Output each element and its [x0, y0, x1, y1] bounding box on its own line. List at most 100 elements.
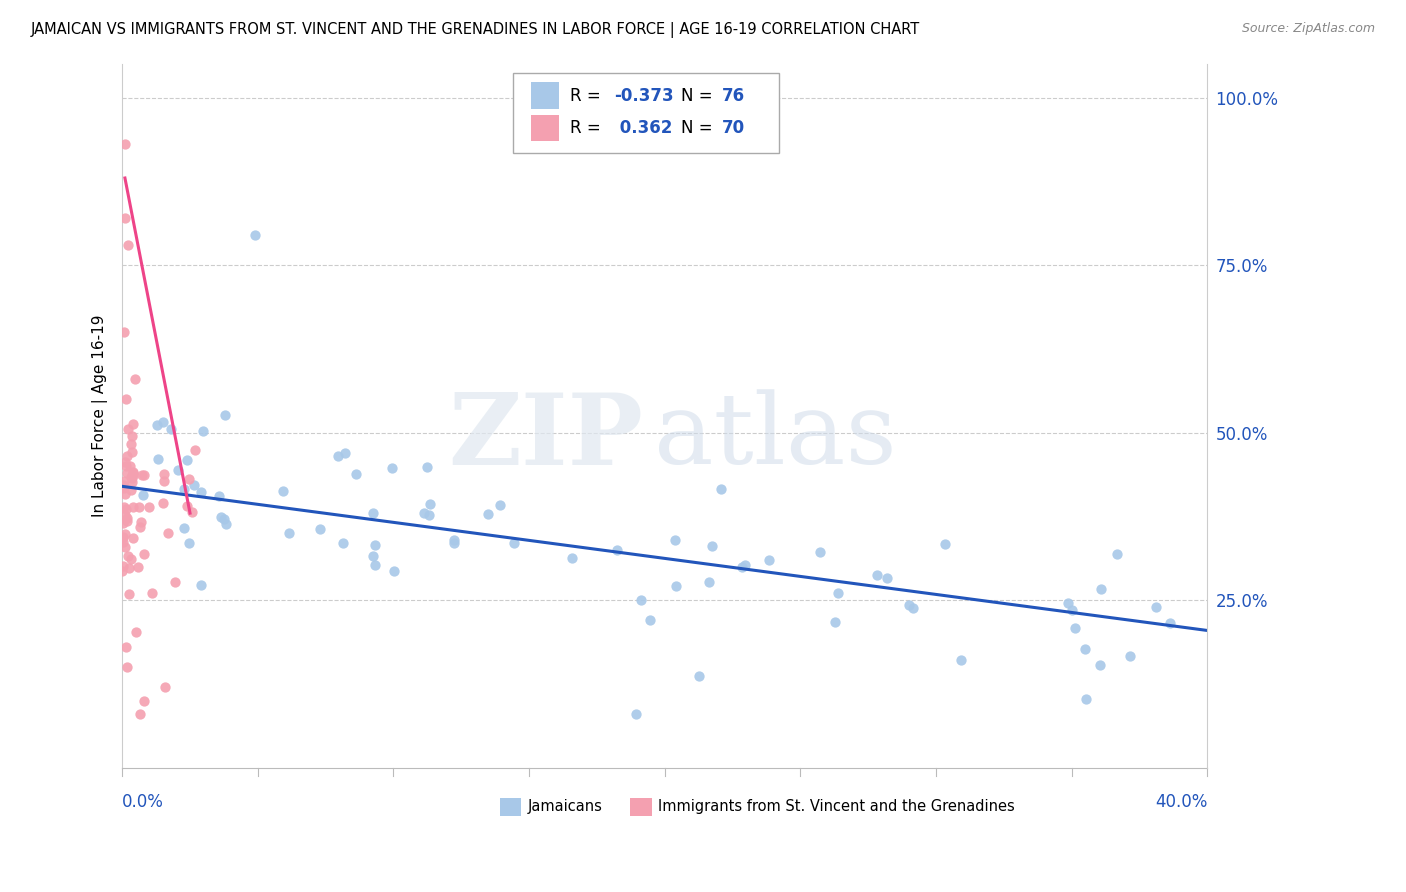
- Point: [122, 465, 145, 479]
- Point: [245, 227, 267, 242]
- Point: [112, 558, 135, 573]
- Point: [179, 536, 201, 550]
- Text: Immigrants from St. Vincent and the Grenadines: Immigrants from St. Vincent and the Gren…: [658, 799, 1015, 814]
- Text: Source: ZipAtlas.com: Source: ZipAtlas.com: [1241, 22, 1375, 36]
- Point: [112, 481, 135, 495]
- Point: [1074, 692, 1097, 706]
- Point: [117, 449, 139, 463]
- Point: [177, 472, 200, 486]
- Point: [131, 516, 153, 530]
- Point: [191, 424, 214, 438]
- Point: [382, 564, 405, 578]
- Point: [688, 669, 710, 683]
- Point: [114, 508, 136, 522]
- Y-axis label: In Labor Force | Age 16-19: In Labor Force | Age 16-19: [93, 315, 108, 517]
- Point: [121, 466, 143, 480]
- Point: [190, 578, 212, 592]
- Point: [638, 613, 661, 627]
- Point: [131, 468, 153, 483]
- Bar: [531, 115, 560, 142]
- Point: [132, 694, 155, 708]
- Point: [114, 211, 136, 226]
- Point: [173, 521, 195, 535]
- Point: [134, 467, 156, 482]
- Point: [710, 482, 733, 496]
- Point: [121, 475, 143, 489]
- Text: R =: R =: [571, 120, 606, 137]
- Point: [114, 501, 136, 516]
- Point: [489, 498, 512, 512]
- Point: [180, 505, 202, 519]
- Text: N =: N =: [681, 120, 718, 137]
- Point: [561, 550, 583, 565]
- Point: [125, 625, 148, 640]
- Point: [132, 547, 155, 561]
- Text: atlas: atlas: [654, 389, 897, 485]
- Point: [114, 527, 136, 541]
- Point: [1074, 642, 1097, 657]
- Point: [1090, 582, 1112, 596]
- Text: N =: N =: [681, 87, 718, 104]
- Point: [114, 454, 136, 468]
- Point: [153, 474, 176, 488]
- Point: [152, 467, 174, 481]
- Point: [418, 508, 440, 522]
- Point: [606, 542, 628, 557]
- Point: [278, 525, 301, 540]
- Point: [129, 707, 152, 722]
- Point: [176, 500, 198, 514]
- Point: [115, 511, 138, 525]
- Point: [118, 458, 141, 473]
- Point: [111, 478, 134, 492]
- Point: [344, 467, 367, 481]
- Point: [117, 549, 139, 563]
- Point: [731, 560, 754, 574]
- Text: Jamaicans: Jamaicans: [529, 799, 603, 814]
- Point: [132, 488, 155, 502]
- Point: [950, 653, 973, 667]
- Point: [118, 561, 141, 575]
- Point: [120, 470, 142, 484]
- Text: 0.362: 0.362: [613, 120, 672, 137]
- Point: [503, 536, 526, 550]
- Point: [111, 531, 134, 545]
- Point: [112, 500, 135, 514]
- Point: [876, 571, 898, 585]
- Point: [897, 598, 920, 612]
- Point: [115, 660, 138, 674]
- Point: [138, 500, 160, 514]
- Point: [120, 552, 142, 566]
- Point: [1159, 615, 1181, 630]
- Point: [129, 520, 152, 534]
- Point: [363, 506, 385, 520]
- Point: [159, 422, 181, 436]
- Point: [121, 471, 143, 485]
- Point: [114, 392, 136, 407]
- Text: ZIP: ZIP: [449, 389, 643, 485]
- Point: [1088, 657, 1111, 672]
- Point: [120, 483, 142, 498]
- Point: [183, 443, 205, 458]
- Point: [117, 238, 139, 252]
- Text: JAMAICAN VS IMMIGRANTS FROM ST. VINCENT AND THE GRENADINES IN LABOR FORCE | AGE : JAMAICAN VS IMMIGRANTS FROM ST. VINCENT …: [31, 22, 920, 38]
- Point: [901, 601, 924, 615]
- Point: [152, 496, 174, 510]
- FancyBboxPatch shape: [513, 72, 779, 153]
- Point: [381, 460, 404, 475]
- Point: [824, 615, 846, 630]
- Point: [141, 585, 163, 599]
- Point: [114, 486, 136, 500]
- Point: [364, 538, 387, 552]
- Point: [122, 468, 145, 483]
- Point: [363, 549, 385, 564]
- Point: [190, 484, 212, 499]
- Bar: [630, 798, 652, 815]
- Point: [157, 525, 180, 540]
- Point: [115, 458, 138, 473]
- Bar: [531, 82, 560, 109]
- Point: [121, 445, 143, 459]
- Point: [214, 408, 236, 422]
- Text: -0.373: -0.373: [613, 87, 673, 104]
- Point: [173, 482, 195, 496]
- Point: [626, 707, 648, 722]
